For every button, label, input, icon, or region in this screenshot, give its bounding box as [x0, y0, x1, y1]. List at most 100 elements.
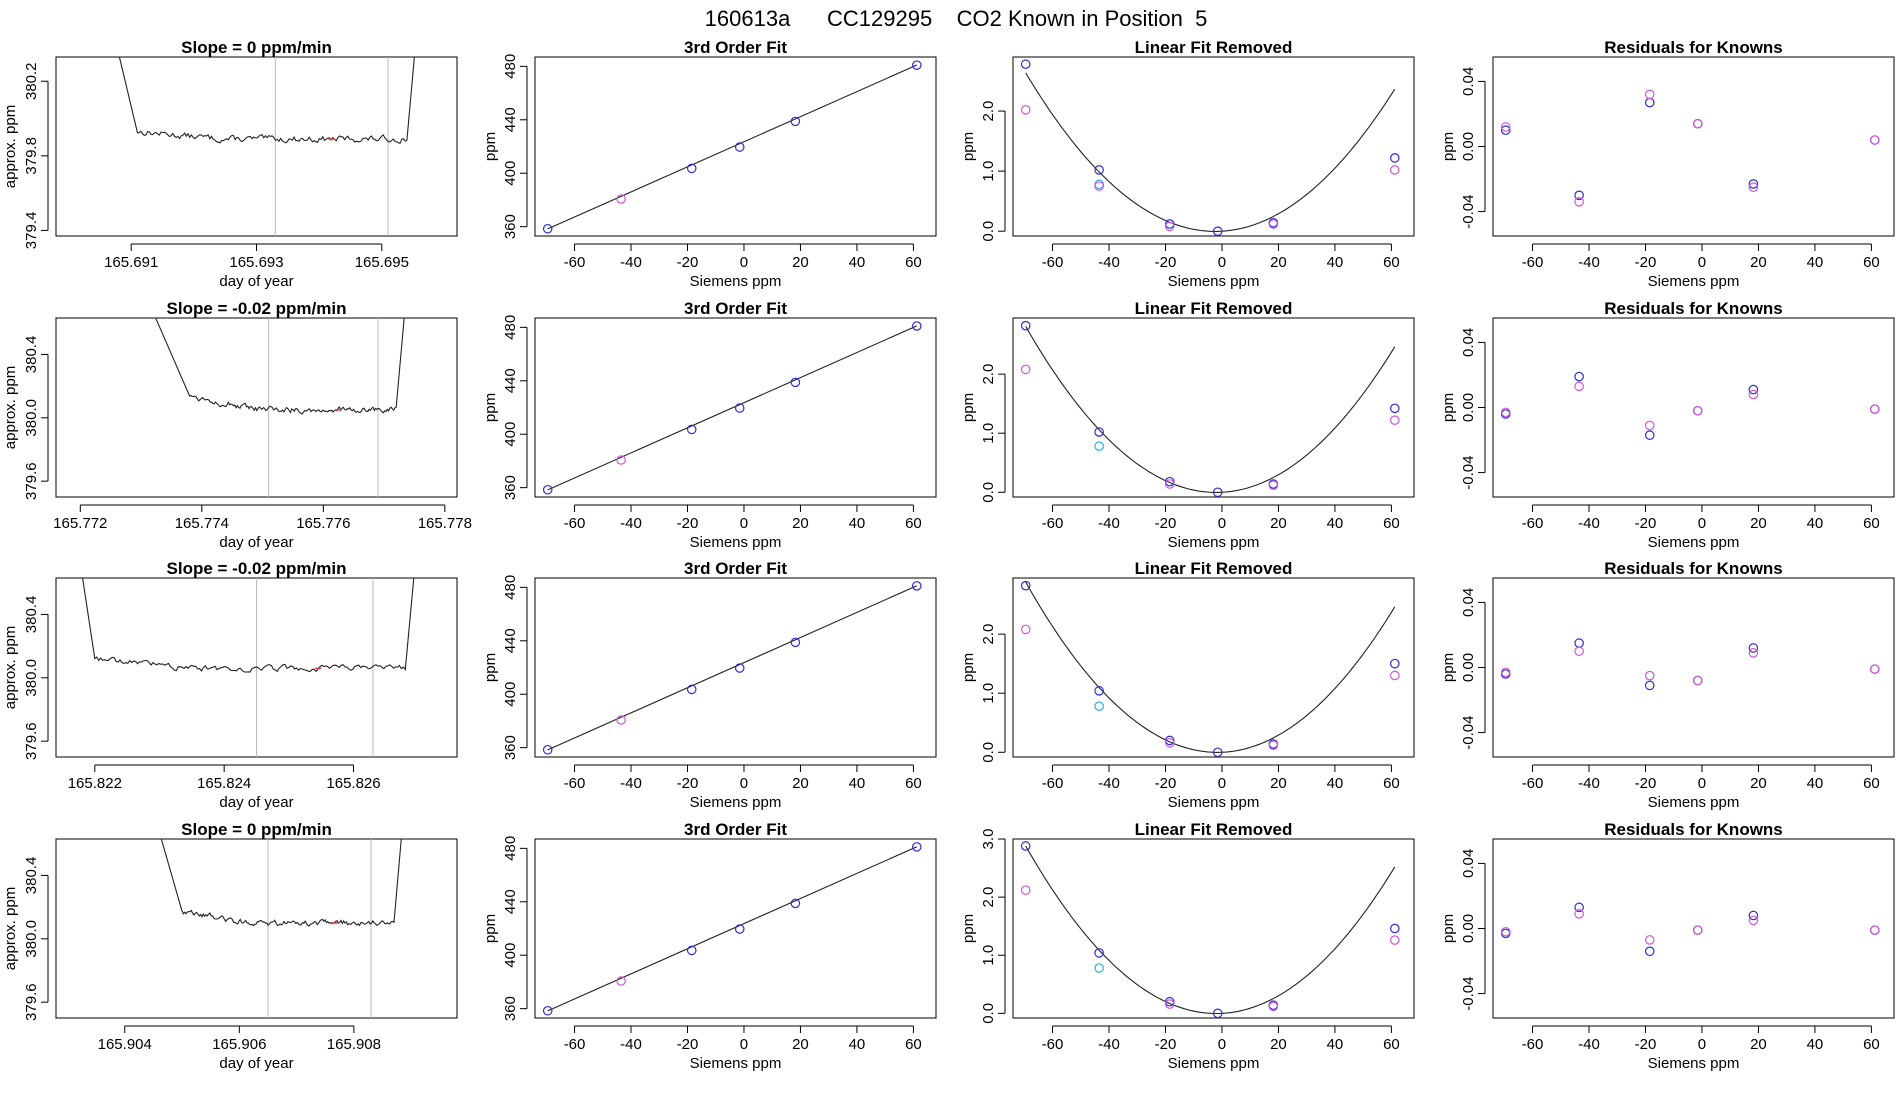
data-point [1094, 963, 1104, 973]
data-point [1748, 910, 1759, 921]
data-point [1389, 670, 1400, 681]
data-point [1574, 197, 1584, 207]
y-tick-label: 0.00 [1460, 393, 1477, 422]
panel-trace-row3: Slope = -0.02 ppm/min 165.822 165.824 165.8… [2, 559, 458, 811]
x-tick-label: 165.691 [104, 254, 158, 271]
x-tick-label: -40 [1098, 1036, 1120, 1053]
data-point [616, 455, 626, 465]
x-tick-label: -20 [1635, 1036, 1657, 1053]
data-point [1574, 371, 1584, 382]
fit-curve [1025, 72, 1396, 232]
x-tick-label: 165.908 [327, 1036, 381, 1053]
x-tick-label: 0 [1698, 1036, 1706, 1053]
plot-frame [55, 56, 458, 237]
data-point [1164, 738, 1175, 748]
x-axis-label: Siemens ppm [1648, 794, 1740, 811]
x-tick-label: 165.904 [98, 1036, 152, 1053]
x-axis-label: Siemens ppm [1168, 1055, 1260, 1072]
data-point [1574, 646, 1584, 657]
data-point [1268, 219, 1279, 229]
data-point [1748, 389, 1759, 400]
x-tick-label: 20 [792, 1036, 809, 1053]
x-axis-label: day of year [219, 1055, 293, 1072]
x-tick-label: -20 [677, 1036, 699, 1053]
data-point [1268, 480, 1279, 490]
plot-frame [534, 56, 937, 237]
x-tick-label: -20 [1155, 254, 1177, 271]
x-tick-label: -20 [1155, 1036, 1177, 1053]
panel-title: 3rd Order Fit [684, 559, 787, 578]
fit-line [547, 325, 918, 491]
panel-title: Residuals for Knowns [1604, 299, 1783, 318]
x-tick-label: -20 [677, 254, 699, 271]
plot-area [547, 64, 918, 230]
x-tick-label: 0 [1218, 1036, 1226, 1053]
x-tick-label: -40 [1098, 254, 1120, 271]
x-tick-label: 20 [1750, 775, 1767, 792]
x-tick-label: 20 [1270, 254, 1287, 271]
data-point [542, 223, 553, 234]
plot-frame [55, 838, 458, 1019]
x-tick-label: 60 [1383, 775, 1400, 792]
data-point [1020, 841, 1031, 851]
data-point [1020, 59, 1031, 70]
x-tick-label: 0 [740, 1036, 748, 1053]
x-tick-label: -40 [1098, 775, 1120, 792]
x-tick-label: 40 [849, 1036, 866, 1053]
fit-line [547, 585, 918, 751]
data-point [1644, 420, 1655, 431]
data-point [1094, 181, 1104, 191]
x-axis-label: Siemens ppm [690, 794, 782, 811]
plot-area [1025, 845, 1396, 1015]
x-tick-label: -40 [620, 515, 642, 532]
plot-area [547, 585, 918, 751]
data-point [1574, 902, 1584, 913]
y-tick-label: 400 [502, 682, 519, 707]
x-tick-label: -40 [620, 1036, 642, 1053]
x-tick-label: 0 [1218, 775, 1226, 792]
plot-frame [1492, 317, 1895, 498]
y-tick-label: -0.04 [1460, 976, 1477, 1010]
y-tick-label: 360 [502, 735, 519, 760]
panel-title: Residuals for Knowns [1604, 38, 1783, 57]
data-point [911, 581, 922, 591]
data-point [734, 924, 745, 934]
x-tick-label: -40 [620, 254, 642, 271]
y-tick-label: 1.0 [980, 945, 997, 966]
data-point [1748, 384, 1759, 395]
panel-linear-row1: Linear Fit Removed -60 -40 -20 0 20 40 60 Siemen… [960, 38, 1415, 290]
plot-area [547, 846, 918, 1012]
y-tick-label: 480 [502, 575, 519, 600]
data-point [1748, 648, 1759, 658]
data-point [1869, 404, 1880, 414]
x-tick-label: 20 [1270, 775, 1287, 792]
y-tick-label: 440 [502, 368, 519, 393]
data-point [616, 976, 626, 986]
data-point [911, 60, 922, 70]
data-point [790, 898, 801, 909]
x-tick-label: -20 [677, 515, 699, 532]
x-axis-label: Siemens ppm [1168, 794, 1260, 811]
data-point [1020, 885, 1031, 895]
x-axis-label: Siemens ppm [1648, 273, 1740, 290]
data-point [1164, 479, 1175, 489]
x-tick-label: -60 [1522, 775, 1544, 792]
data-point [1389, 935, 1400, 945]
data-point [1268, 1001, 1279, 1012]
plot-area [82, 578, 415, 757]
data-point [542, 1005, 553, 1016]
y-tick-label: 440 [502, 889, 519, 914]
y-tick-label: 380.0 [23, 399, 40, 437]
data-point [790, 637, 801, 648]
x-tick-label: 20 [1750, 515, 1767, 532]
y-tick-label: 0.04 [1460, 588, 1477, 617]
y-axis-label: ppm [482, 132, 499, 161]
x-tick-label: 40 [1807, 775, 1824, 792]
y-tick-label: 0.00 [1460, 132, 1477, 161]
y-tick-label: 380.0 [23, 920, 40, 958]
panel-residuals-row1: Residuals for Knowns -60 -40 -20 0 20 40 60 Siem… [1440, 38, 1895, 290]
plot-area [160, 839, 402, 1018]
y-tick-label: 480 [502, 836, 519, 861]
x-axis-label: Siemens ppm [1648, 534, 1740, 551]
